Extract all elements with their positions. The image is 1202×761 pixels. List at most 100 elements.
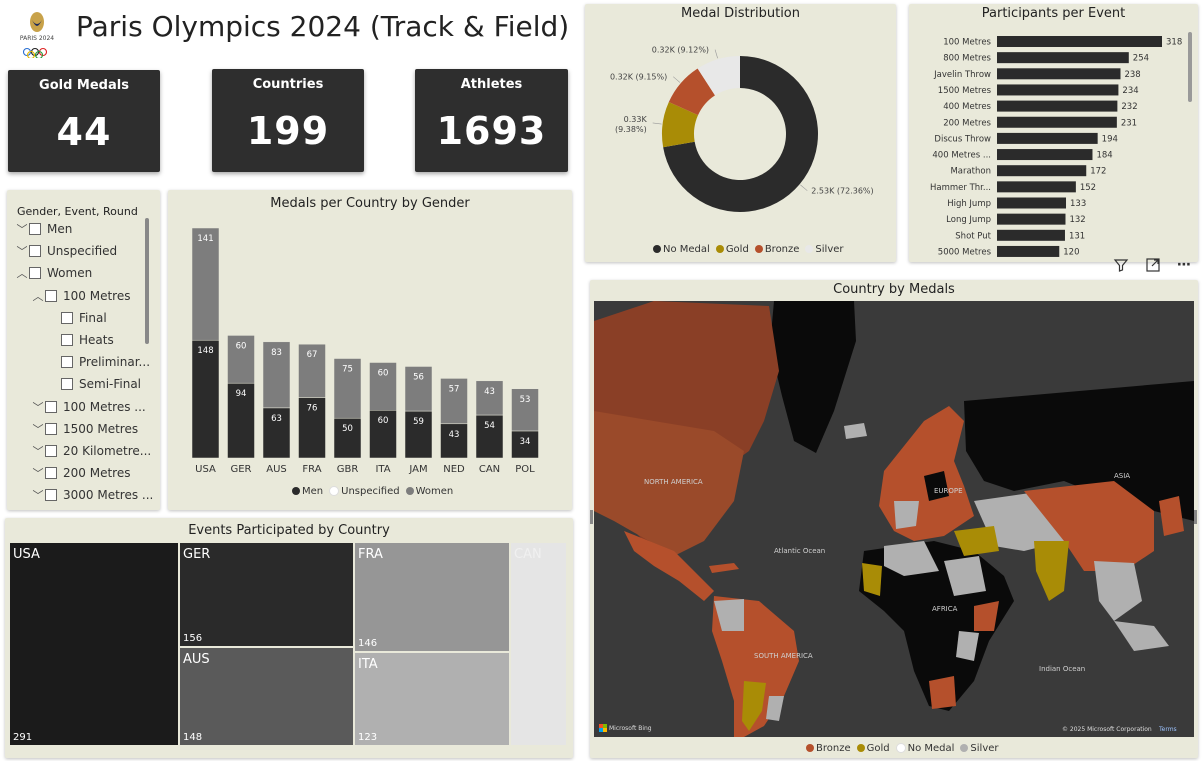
slicer-row[interactable]: Heats [47, 331, 114, 349]
legend-label: Silver [815, 244, 844, 255]
slicer-checkbox[interactable] [61, 378, 73, 391]
participants-bar[interactable] [997, 229, 1065, 241]
women-bar[interactable] [511, 388, 539, 432]
medal-distribution-legend-item[interactable]: Bronze [754, 244, 799, 255]
map-resize-handle-left[interactable] [590, 510, 593, 524]
slicer-checkbox[interactable] [29, 245, 41, 258]
chevron-down-icon[interactable]: ﹀ [32, 445, 44, 458]
map-legend-item[interactable]: No Medal [895, 743, 954, 754]
slicer-row[interactable]: ﹀ 100 Metres ... [31, 398, 146, 416]
donut-slice-no-medal[interactable] [663, 56, 818, 213]
men-bar[interactable] [298, 397, 326, 459]
women-bar[interactable] [191, 227, 220, 341]
participants-bar[interactable] [997, 197, 1067, 209]
slicer-checkbox[interactable] [61, 334, 73, 346]
women-bar[interactable] [298, 343, 326, 398]
participants-bar[interactable] [997, 100, 1118, 112]
slicer-checkbox[interactable] [45, 400, 57, 413]
slicer-row[interactable]: ﹀ Men [15, 220, 73, 238]
men-bar[interactable] [262, 407, 291, 459]
map-resize-handle-right[interactable] [1194, 510, 1197, 524]
women-bar[interactable] [262, 341, 291, 409]
slicer-row[interactable]: ﹀ 20 Kilometre... [31, 442, 152, 460]
map-legend-item[interactable]: Silver [960, 743, 999, 754]
medal-distribution-legend-item[interactable]: No Medal [653, 244, 710, 255]
men-bar[interactable] [511, 430, 539, 459]
donut-slice-silver[interactable] [697, 56, 740, 96]
men-bar[interactable] [191, 339, 220, 459]
slicer-checkbox[interactable] [45, 422, 57, 435]
women-bar[interactable] [369, 362, 397, 411]
focus-mode-icon[interactable] [1143, 257, 1163, 275]
treemap-cell-fra[interactable]: FRA 146 [354, 542, 510, 652]
participants-bar[interactable] [997, 165, 1087, 177]
men-bar[interactable] [333, 417, 362, 459]
slicer-checkbox[interactable] [45, 289, 57, 302]
country-medals-map[interactable]: NORTH AMERICA Atlantic Ocean SOUTH AMERI… [594, 301, 1194, 737]
slicer-row[interactable]: ﹀ 200 Metres [31, 464, 131, 482]
slicer-row[interactable]: ﹀ 1500 Metres [31, 420, 139, 438]
participants-bar[interactable] [997, 181, 1076, 193]
participants-scrollbar[interactable] [1188, 32, 1192, 102]
slicer-checkbox[interactable] [61, 356, 73, 369]
slicer-row[interactable]: ︿ Women [15, 264, 93, 282]
medal-distribution-legend-item[interactable]: Silver [805, 244, 844, 255]
women-bar[interactable] [440, 378, 468, 425]
donut-slice-gold[interactable] [662, 102, 699, 148]
slicer-row[interactable]: ﹀ 3000 Metres ... [31, 486, 154, 504]
treemap-cell-can[interactable]: CAN [510, 542, 567, 746]
slicer-row[interactable]: ︿ 100 Metres [31, 287, 131, 305]
more-options-icon[interactable]: ⋯ [1177, 257, 1191, 273]
participants-bar[interactable] [997, 52, 1129, 64]
medal-distribution-legend-item[interactable]: Gold [715, 244, 749, 255]
slicer-checkbox[interactable] [45, 445, 57, 457]
participants-bar[interactable] [997, 149, 1093, 161]
treemap-cell-ita[interactable]: ITA 123 [354, 652, 510, 746]
logo-text: PARIS 2024 [19, 35, 55, 42]
donut-slice-bronze[interactable] [668, 68, 716, 116]
gender-chart-legend-item[interactable]: Women [405, 486, 453, 497]
participants-bar[interactable] [997, 68, 1121, 80]
participants-bar[interactable] [997, 116, 1117, 128]
map-terms-link[interactable]: Terms [1158, 726, 1177, 733]
chevron-down-icon[interactable]: ﹀ [16, 223, 28, 236]
slicer-row[interactable]: Final [47, 309, 107, 327]
slicer-checkbox[interactable] [45, 489, 57, 502]
participants-bar[interactable] [997, 213, 1066, 225]
participants-bar[interactable] [997, 84, 1119, 96]
gender-chart-legend-item[interactable]: Men [292, 486, 323, 497]
men-bar[interactable] [404, 410, 433, 459]
filter-icon[interactable] [1111, 257, 1131, 275]
women-bar[interactable] [404, 366, 433, 412]
treemap-cell-ger[interactable]: GER 156 [179, 542, 354, 647]
map-legend-item[interactable]: Gold [856, 743, 890, 754]
chevron-up-icon[interactable]: ︿ [16, 267, 28, 281]
slicer-row[interactable]: Preliminar... [47, 353, 150, 371]
gender-chart-legend-item[interactable]: Unspecified [329, 486, 400, 497]
treemap-cell-aus[interactable]: AUS 148 [179, 647, 354, 746]
slicer-checkbox[interactable] [29, 267, 41, 280]
slicer-checkbox[interactable] [45, 467, 57, 480]
slicer-scrollbar[interactable] [145, 218, 149, 344]
women-bar[interactable] [475, 380, 504, 416]
men-bar[interactable] [227, 382, 255, 459]
slicer-row[interactable]: Semi-Final [47, 375, 141, 393]
chevron-down-icon[interactable]: ﹀ [32, 400, 44, 414]
participants-bar[interactable] [997, 132, 1098, 144]
map-legend-item[interactable]: Bronze [806, 743, 851, 754]
slicer-checkbox[interactable] [61, 311, 73, 324]
men-bar[interactable] [475, 414, 504, 459]
treemap-cell-usa[interactable]: USA 291 [9, 542, 179, 746]
women-bar[interactable] [333, 358, 362, 419]
chevron-up-icon[interactable]: ︿ [32, 289, 44, 303]
participants-bar[interactable] [997, 36, 1162, 47]
participants-bar[interactable] [997, 245, 1060, 257]
chevron-down-icon[interactable]: ﹀ [32, 467, 44, 481]
slicer-checkbox[interactable] [29, 223, 41, 235]
chevron-down-icon[interactable]: ﹀ [16, 245, 28, 259]
slicer-row[interactable]: ﹀ Unspecified [15, 242, 118, 260]
chevron-down-icon[interactable]: ﹀ [32, 422, 44, 436]
women-bar[interactable] [227, 335, 255, 384]
chevron-down-icon[interactable]: ﹀ [32, 489, 44, 503]
men-value-label: 43 [449, 430, 460, 440]
